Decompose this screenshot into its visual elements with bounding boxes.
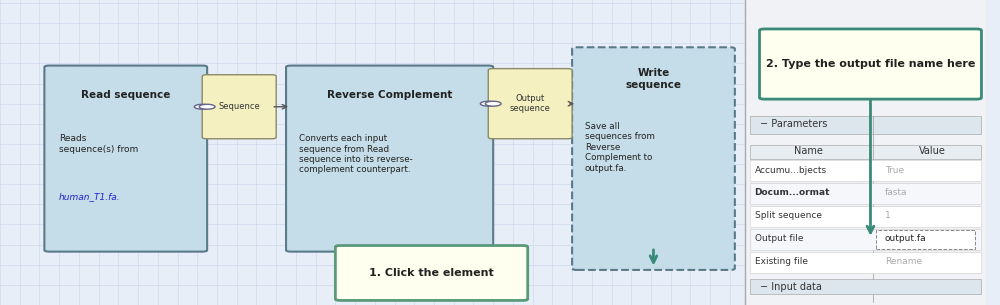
FancyBboxPatch shape <box>488 69 572 139</box>
Text: Reverse Complement: Reverse Complement <box>327 90 452 99</box>
Text: 1. Click the element: 1. Click the element <box>369 268 494 278</box>
FancyBboxPatch shape <box>335 246 528 300</box>
Text: fasta: fasta <box>885 188 907 197</box>
Circle shape <box>199 104 215 109</box>
Text: Read sequence: Read sequence <box>81 90 170 99</box>
FancyBboxPatch shape <box>572 47 735 270</box>
Text: − Parameters: − Parameters <box>760 120 827 129</box>
Text: Existing file: Existing file <box>755 257 808 266</box>
FancyBboxPatch shape <box>750 160 981 181</box>
Text: 1: 1 <box>885 211 891 220</box>
Text: Reads
sequence(s) from: Reads sequence(s) from <box>59 134 138 164</box>
FancyBboxPatch shape <box>286 66 493 252</box>
Circle shape <box>194 104 210 109</box>
FancyBboxPatch shape <box>750 183 981 204</box>
Text: Rename: Rename <box>885 257 922 266</box>
Text: Output file: Output file <box>755 234 803 243</box>
Text: − Input data: − Input data <box>760 282 821 292</box>
Circle shape <box>480 101 496 106</box>
FancyBboxPatch shape <box>750 252 981 273</box>
Circle shape <box>485 101 501 106</box>
Text: True: True <box>885 166 904 174</box>
FancyBboxPatch shape <box>760 29 981 99</box>
Text: output.fa: output.fa <box>885 234 926 243</box>
Text: Value: Value <box>919 146 946 156</box>
Text: Name: Name <box>794 146 823 156</box>
FancyBboxPatch shape <box>876 230 975 249</box>
FancyBboxPatch shape <box>44 66 207 252</box>
Text: human_T1.fa.: human_T1.fa. <box>59 192 121 201</box>
Text: Write
sequence: Write sequence <box>625 69 681 90</box>
Text: Split sequence: Split sequence <box>755 211 822 220</box>
FancyBboxPatch shape <box>745 0 986 305</box>
Text: Converts each input
sequence from Read
sequence into its reverse-
complement cou: Converts each input sequence from Read s… <box>299 134 413 174</box>
Text: Output
sequence: Output sequence <box>510 94 551 113</box>
Text: Docum...ormat: Docum...ormat <box>755 188 830 197</box>
FancyBboxPatch shape <box>750 145 981 159</box>
Text: Accumu...bjects: Accumu...bjects <box>755 166 827 174</box>
Text: Save all
sequences from
Reverse
Complement to
output.fa.: Save all sequences from Reverse Compleme… <box>585 122 655 173</box>
FancyBboxPatch shape <box>202 75 276 139</box>
Text: Sequence: Sequence <box>218 102 260 111</box>
FancyBboxPatch shape <box>750 279 981 294</box>
FancyBboxPatch shape <box>750 116 981 134</box>
FancyBboxPatch shape <box>750 206 981 227</box>
Text: 2. Type the output file name here: 2. Type the output file name here <box>766 59 975 69</box>
FancyBboxPatch shape <box>750 229 981 250</box>
